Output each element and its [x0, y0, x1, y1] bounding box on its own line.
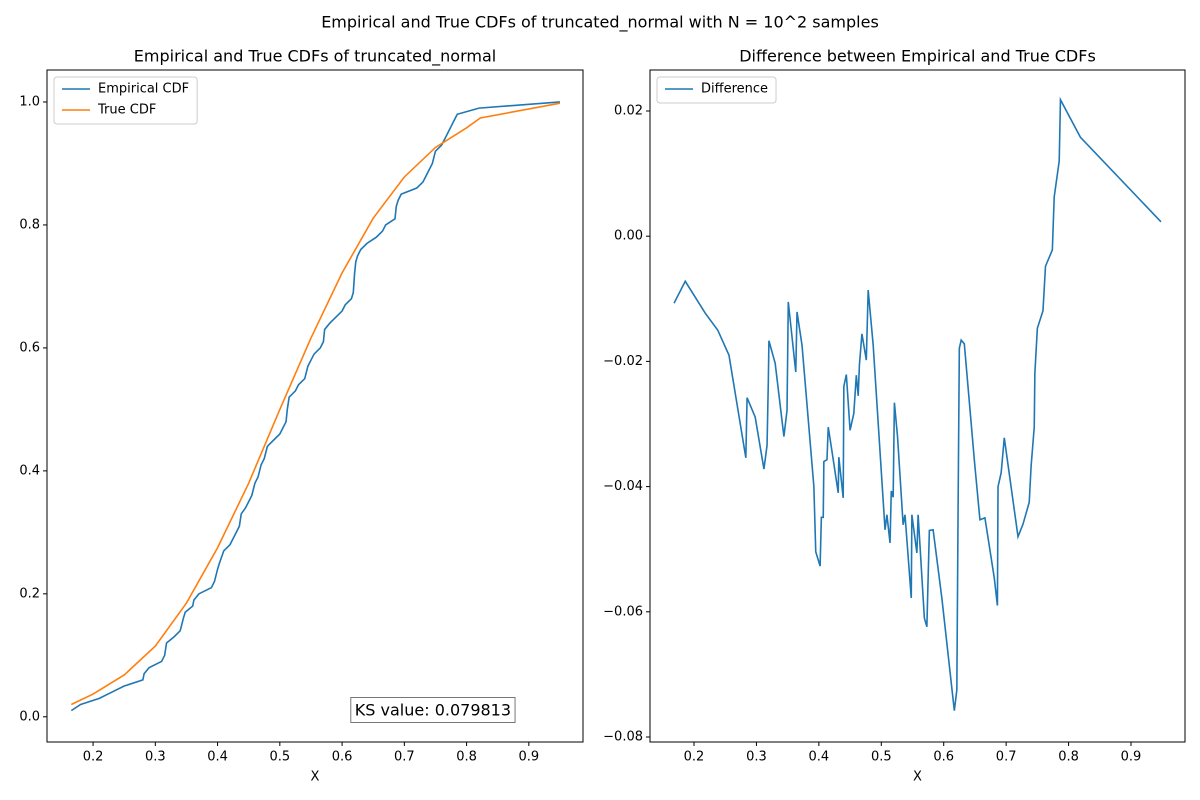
annotation: KS value: 0.079813 [355, 701, 511, 720]
x-tick-label: 0.2 [684, 750, 705, 765]
line-series [70, 101, 561, 712]
x-axis-label: X [913, 770, 922, 785]
x-tick-label: 0.8 [456, 750, 477, 765]
figure-title: Empirical and True CDFs of truncated_nor… [321, 13, 879, 33]
line-series [70, 102, 561, 706]
y-tick-label: −0.04 [603, 479, 643, 494]
x-tick-label: 0.3 [145, 750, 166, 765]
legend: Difference [656, 76, 777, 104]
y-tick-label: 1.0 [19, 94, 40, 109]
y-tick-label: 0.6 [19, 340, 40, 355]
annotation-box [350, 697, 516, 723]
axes-title: Difference between Empirical and True CD… [739, 47, 1096, 66]
x-tick-label: 0.2 [83, 750, 104, 765]
axes-title: Empirical and True CDFs of truncated_nor… [134, 47, 496, 67]
x-tick-label: 0.6 [332, 750, 353, 765]
x-axis-label: X [311, 770, 320, 785]
x-tick-label: 0.7 [996, 750, 1017, 765]
x-tick-label: 0.7 [394, 750, 415, 765]
x-tick-label: 0.4 [809, 750, 830, 765]
line-series [673, 96, 1162, 711]
axes-frame [46, 69, 584, 743]
y-tick-label: 0.4 [19, 463, 40, 478]
x-tick-label: 0.4 [207, 750, 228, 765]
legend-label: Empirical CDF [98, 82, 189, 97]
axes-frame [649, 69, 1186, 743]
legend-label: True CDF [97, 103, 156, 118]
x-tick-label: 0.6 [933, 750, 954, 765]
x-tick-label: 0.9 [1121, 750, 1142, 765]
y-tick-label: 0.00 [614, 229, 643, 244]
x-tick-label: 0.3 [746, 750, 767, 765]
y-tick-label: −0.02 [603, 354, 643, 369]
y-tick-label: −0.08 [603, 729, 643, 744]
y-tick-label: −0.06 [603, 604, 643, 619]
legend-label: Difference [701, 82, 768, 97]
x-tick-label: 0.9 [518, 750, 539, 765]
legend: Empirical CDF True CDF [53, 76, 198, 125]
y-tick-label: 0.2 [19, 586, 40, 601]
y-tick-label: 0.0 [19, 709, 40, 724]
x-tick-label: 0.5 [871, 750, 892, 765]
x-tick-label: 0.5 [269, 750, 290, 765]
legend-box [656, 76, 777, 104]
x-tick-label: 0.8 [1058, 750, 1079, 765]
y-tick-label: 0.02 [614, 104, 643, 119]
y-tick-label: 0.8 [19, 217, 40, 232]
